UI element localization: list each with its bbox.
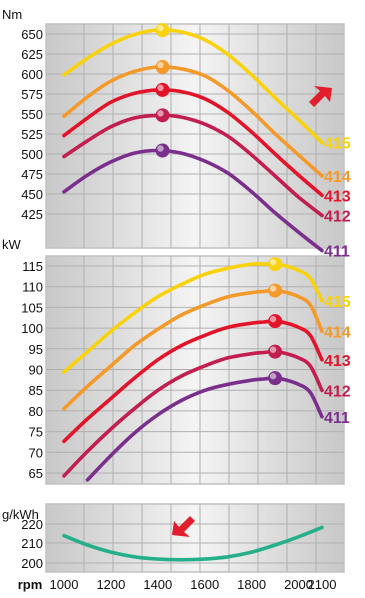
bsfc-unit-label: g/kWh bbox=[2, 507, 39, 522]
torque-y-tick-label: 525 bbox=[21, 127, 43, 142]
x-tick-label: 1600 bbox=[190, 577, 219, 592]
bsfc-y-tick-label: 210 bbox=[21, 536, 43, 551]
torque-series-line-413 bbox=[62, 88, 324, 198]
power-y-tick-label: 90 bbox=[29, 363, 43, 378]
torque-series-label-411: 411 bbox=[324, 244, 350, 261]
torque-y-tick-label: 450 bbox=[21, 187, 43, 202]
torque-peak-marker-highlight bbox=[157, 110, 164, 117]
power-peak-marker-highlight bbox=[269, 315, 277, 323]
torque-increase-arrow bbox=[309, 86, 332, 107]
power-y-tick-label: 65 bbox=[29, 466, 43, 481]
power-y-tick-label: 110 bbox=[22, 280, 43, 295]
consumption-decrease-arrow bbox=[172, 516, 195, 537]
power-series-label-412: 412 bbox=[324, 383, 351, 400]
power-series-line-413 bbox=[62, 319, 324, 444]
x-axis-label: rpm bbox=[18, 577, 43, 592]
power-series-line-411 bbox=[85, 376, 324, 482]
power-y-tick-label: 100 bbox=[21, 321, 43, 336]
power-y-tick-label: 75 bbox=[29, 425, 43, 440]
torque-series-line-412 bbox=[62, 113, 324, 218]
torque-series-label-412: 412 bbox=[324, 208, 351, 225]
power-y-tick-label: 95 bbox=[29, 342, 43, 357]
x-tick-label: 2000 bbox=[284, 577, 313, 592]
bsfc-y-tick-label: 220 bbox=[21, 517, 43, 532]
torque-y-tick-label: 650 bbox=[21, 27, 43, 42]
torque-series-line-411 bbox=[62, 148, 324, 253]
x-tick-label: 1400 bbox=[143, 577, 172, 592]
power-peak-marker-highlight bbox=[269, 285, 277, 292]
torque-series-line-415 bbox=[62, 28, 324, 145]
power-y-tick-label: 85 bbox=[29, 383, 43, 398]
torque-y-tick-label: 600 bbox=[21, 67, 43, 82]
torque-series-label-413: 413 bbox=[324, 188, 351, 205]
torque-series-line-414 bbox=[62, 65, 324, 178]
torque-y-tick-label: 425 bbox=[21, 207, 43, 222]
power-peak-marker-highlight bbox=[269, 372, 277, 380]
power-y-tick-label: 115 bbox=[22, 259, 43, 274]
power-series-line-415 bbox=[62, 262, 324, 374]
torque-series-label-415: 415 bbox=[324, 136, 351, 153]
power-series-label-413: 413 bbox=[324, 353, 351, 370]
x-tick-label: 1200 bbox=[96, 577, 125, 592]
power-series-label-415: 415 bbox=[324, 294, 351, 311]
power-y-tick-label: 105 bbox=[21, 300, 43, 315]
torque-peak-marker-highlight bbox=[157, 145, 164, 152]
torque-y-tick-label: 475 bbox=[21, 167, 43, 182]
torque-y-tick-label: 575 bbox=[21, 87, 43, 102]
power-series-label-411: 411 bbox=[324, 410, 350, 427]
torque-series-label-414: 414 bbox=[324, 169, 351, 186]
torque-y-tick-label: 500 bbox=[21, 147, 43, 162]
power-series-line-414 bbox=[62, 288, 324, 411]
power-unit-label: kW bbox=[2, 237, 22, 252]
x-tick-label: 2100 bbox=[308, 577, 337, 592]
power-y-tick-label: 70 bbox=[29, 445, 43, 460]
power-y-tick-label: 80 bbox=[29, 404, 43, 419]
power-series-label-414: 414 bbox=[324, 324, 351, 341]
torque-peak-marker-highlight bbox=[157, 61, 164, 69]
torque-unit-label: Nm bbox=[2, 7, 22, 22]
bsfc-series-line-curve bbox=[62, 525, 324, 562]
bsfc-y-tick-label: 200 bbox=[21, 556, 43, 571]
torque-peak-marker-highlight bbox=[157, 84, 164, 92]
power-peak-marker-highlight bbox=[269, 258, 277, 266]
power-series-line-412 bbox=[62, 349, 324, 478]
x-tick-label: 1000 bbox=[50, 577, 79, 592]
torque-y-tick-label: 625 bbox=[21, 47, 43, 62]
x-tick-label: 1800 bbox=[237, 577, 266, 592]
torque-peak-marker-highlight bbox=[157, 24, 164, 32]
torque-y-tick-label: 550 bbox=[21, 107, 43, 122]
power-peak-marker-highlight bbox=[269, 346, 277, 353]
